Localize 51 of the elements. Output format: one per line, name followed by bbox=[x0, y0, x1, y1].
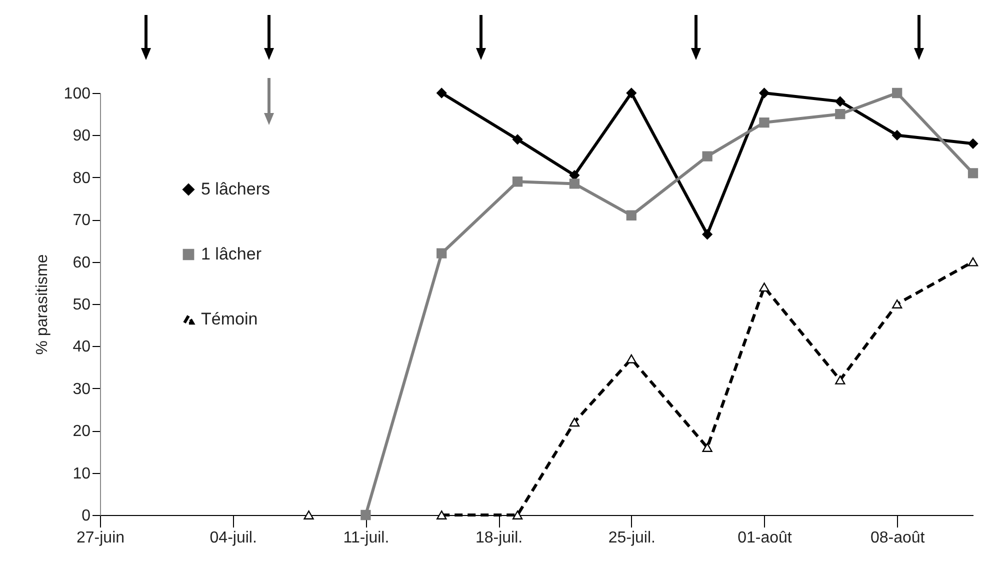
y-axis-title: % parasitisme bbox=[34, 254, 51, 355]
point bbox=[702, 443, 712, 452]
point bbox=[759, 282, 770, 292]
point bbox=[835, 109, 846, 120]
point bbox=[702, 229, 712, 240]
y-tick-label: 40 bbox=[72, 338, 91, 356]
point bbox=[436, 248, 447, 258]
x-tick-label: 08-août bbox=[870, 530, 926, 546]
point bbox=[360, 510, 371, 520]
legend-label: 1 lâcher bbox=[201, 244, 262, 264]
point bbox=[436, 510, 447, 520]
point bbox=[569, 170, 580, 180]
y-tick-label: 90 bbox=[72, 128, 91, 145]
x-tick-label: 27-juin bbox=[76, 530, 125, 546]
x-tick-label: 04-juil. bbox=[210, 530, 257, 546]
y-tick-label: 30 bbox=[72, 380, 91, 398]
y-tick-label: 20 bbox=[72, 423, 91, 440]
point bbox=[569, 178, 580, 189]
point bbox=[892, 300, 902, 308]
y-tick-label: 10 bbox=[72, 465, 91, 482]
point bbox=[835, 96, 846, 107]
point bbox=[512, 176, 523, 187]
point bbox=[968, 138, 978, 149]
legend-label: Témoin bbox=[201, 310, 258, 328]
legend-label: 5 lâchers bbox=[201, 180, 270, 198]
y-tick-label: 50 bbox=[72, 296, 91, 314]
y-tick-label: 0 bbox=[82, 508, 91, 524]
point bbox=[892, 130, 902, 140]
point bbox=[626, 354, 636, 364]
point bbox=[512, 510, 523, 520]
point bbox=[626, 88, 636, 98]
y-tick-label: 70 bbox=[72, 212, 91, 230]
y-tick-label: 80 bbox=[72, 170, 91, 187]
x-tick-label: 01-août bbox=[738, 530, 792, 546]
x-tick-label: 18-juil. bbox=[475, 530, 523, 546]
y-tick-label: 60 bbox=[72, 254, 91, 272]
x-tick-label: 25-juil. bbox=[608, 530, 656, 546]
point bbox=[759, 88, 770, 98]
y-tick-label: 100 bbox=[64, 86, 91, 102]
point bbox=[968, 257, 978, 266]
point bbox=[304, 510, 314, 520]
point bbox=[702, 151, 712, 162]
x-tick-label: 11-juil. bbox=[343, 530, 390, 546]
point bbox=[436, 88, 447, 98]
point bbox=[968, 168, 978, 178]
point bbox=[512, 134, 523, 144]
point bbox=[759, 117, 770, 128]
point bbox=[569, 418, 580, 427]
point bbox=[835, 375, 846, 384]
point bbox=[626, 210, 636, 220]
point bbox=[892, 88, 902, 98]
